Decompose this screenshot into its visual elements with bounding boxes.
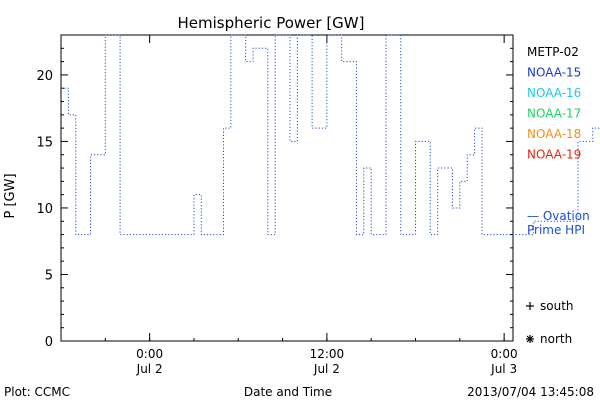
marker-legend: south north — [526, 299, 574, 346]
x-tick-time-label: 0:00 — [136, 347, 163, 361]
x-tick-date-label: Jul 3 — [490, 362, 517, 376]
y-axis-label: P [GW] — [3, 173, 18, 218]
y-tick-label: 20 — [36, 69, 53, 84]
x-axis-label: Date and Time — [244, 385, 332, 399]
timestamp: 2013/07/04 13:45:08 — [467, 385, 594, 399]
marker-stroke — [526, 335, 534, 343]
marker-legend-symbol — [526, 302, 534, 310]
legend-entry: METP-02 — [527, 45, 579, 59]
marker-legend-symbol — [526, 335, 534, 343]
y-tick-label: 5 — [45, 268, 53, 283]
marker-legend-label: south — [540, 299, 574, 313]
ovation-legend-line2: Prime HPI — [527, 223, 585, 237]
y-axis: 0 5 10 15 20 — [36, 34, 513, 350]
legend-entry: NOAA-16 — [527, 86, 581, 100]
legend-entry: NOAA-18 — [527, 127, 581, 141]
x-tick-time-label: 0:00 — [491, 347, 518, 361]
plot-credit: Plot: CCMC — [4, 385, 70, 399]
y-tick-label: 10 — [36, 202, 53, 217]
ovation-prime-hpi-series — [61, 34, 600, 236]
legend-entry: NOAA-19 — [527, 148, 581, 162]
ovation-legend-line1: — Ovation — [527, 209, 590, 223]
y-tick-label: 0 — [45, 335, 53, 350]
x-tick-time-label: 12:00 — [310, 347, 345, 361]
legend-entry: NOAA-17 — [527, 107, 581, 121]
legend-entry: NOAA-15 — [527, 66, 581, 80]
plot-area-frame — [60, 34, 514, 342]
legend: METP-02 NOAA-15 NOAA-16 NOAA-17 NOAA-18 NOAA-… — [527, 45, 581, 162]
chart-title: Hemispheric Power [GW] — [178, 14, 365, 32]
x-tick-date-label: Jul 2 — [313, 362, 340, 376]
y-tick-label: 15 — [36, 135, 53, 150]
x-tick-date-label: Jul 2 — [136, 362, 163, 376]
marker-legend-label: north — [540, 332, 572, 346]
